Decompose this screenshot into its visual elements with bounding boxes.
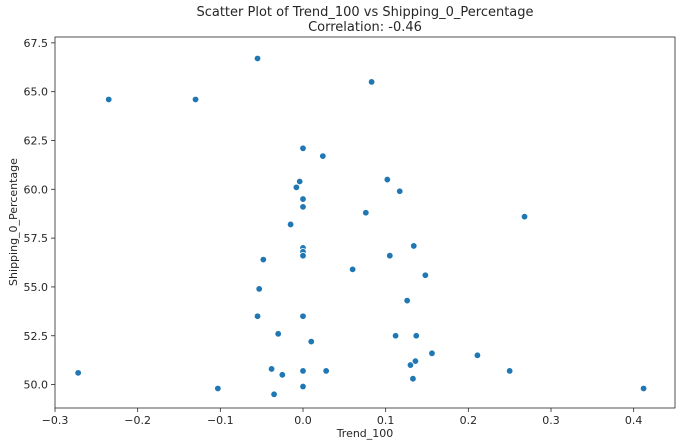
scatter-point xyxy=(421,271,430,279)
scatter-point xyxy=(391,332,400,340)
scatter-point xyxy=(411,357,420,365)
scatter-point xyxy=(505,367,514,375)
scatter-point xyxy=(428,349,436,358)
scatter-point xyxy=(253,54,262,63)
scatter-point xyxy=(295,177,304,186)
x-tick-label: 0.1 xyxy=(377,414,395,427)
scatter-point xyxy=(299,203,307,211)
y-tick-label: 62.5 xyxy=(24,134,49,147)
x-tick-label: 0.0 xyxy=(294,414,312,427)
y-tick-label: 55.0 xyxy=(24,281,49,294)
scatter-point xyxy=(299,144,307,152)
chart-subtitle: Correlation: -0.46 xyxy=(308,20,422,35)
scatter-point xyxy=(410,242,418,250)
scatter-point xyxy=(74,369,82,377)
scatter-point xyxy=(307,337,315,346)
scatter-point xyxy=(319,152,327,160)
x-tick-label: −0.3 xyxy=(42,414,69,427)
y-axis: 50.0 52.5 55.0 57.5 60.0 62.5 65.0 67.5 xyxy=(24,37,55,392)
scatter-point xyxy=(639,384,648,393)
scatter-point xyxy=(270,390,278,399)
scatter-point xyxy=(403,296,411,305)
scatter-point xyxy=(214,384,222,393)
x-tick-label: −0.2 xyxy=(124,414,151,427)
y-tick-label: 65.0 xyxy=(24,86,49,99)
scatter-point xyxy=(409,375,417,383)
scatter-points xyxy=(74,54,648,399)
scatter-point xyxy=(383,175,392,184)
scatter-point xyxy=(267,365,276,373)
y-tick-label: 60.0 xyxy=(24,183,49,196)
scatter-point xyxy=(259,255,268,264)
scatter-point xyxy=(255,285,263,293)
scatter-point xyxy=(278,371,287,379)
scatter-point xyxy=(348,265,357,274)
y-axis-label: Shipping_0_Percentage xyxy=(7,158,20,286)
x-tick-label: 0.2 xyxy=(460,414,478,427)
y-tick-label: 50.0 xyxy=(24,379,49,392)
scatter-point xyxy=(322,367,330,375)
chart-title: Scatter Plot of Trend_100 vs Shipping_0_… xyxy=(196,5,533,20)
scatter-point xyxy=(362,209,370,217)
x-tick-label: −0.1 xyxy=(207,414,234,427)
scatter-point xyxy=(412,332,420,340)
x-tick-label: 0.3 xyxy=(542,414,560,427)
scatter-point xyxy=(406,361,415,369)
x-tick-label: 0.4 xyxy=(625,414,643,427)
x-axis-label: Trend_100 xyxy=(336,427,394,440)
scatter-point xyxy=(473,351,482,359)
scatter-point xyxy=(286,220,295,229)
scatter-point xyxy=(520,212,529,221)
scatter-point xyxy=(253,312,262,320)
plot-area xyxy=(54,36,676,409)
y-tick-label: 67.5 xyxy=(24,37,49,50)
scatter-point xyxy=(396,187,404,195)
scatter-point xyxy=(299,251,307,260)
x-axis: −0.3 −0.2 −0.1 0.0 0.1 0.2 0.3 0.4 xyxy=(42,408,643,427)
scatter-point xyxy=(191,95,200,104)
scatter-point xyxy=(386,251,394,260)
scatter-point xyxy=(367,78,376,86)
scatter-point xyxy=(299,367,307,375)
scatter-point xyxy=(299,312,307,320)
scatter-point xyxy=(274,330,282,338)
y-tick-label: 52.5 xyxy=(24,330,49,343)
y-tick-label: 57.5 xyxy=(24,232,49,245)
scatter-point xyxy=(299,195,307,203)
scatter-point xyxy=(105,95,113,104)
scatter-point xyxy=(292,183,301,192)
scatter-point xyxy=(299,382,307,391)
